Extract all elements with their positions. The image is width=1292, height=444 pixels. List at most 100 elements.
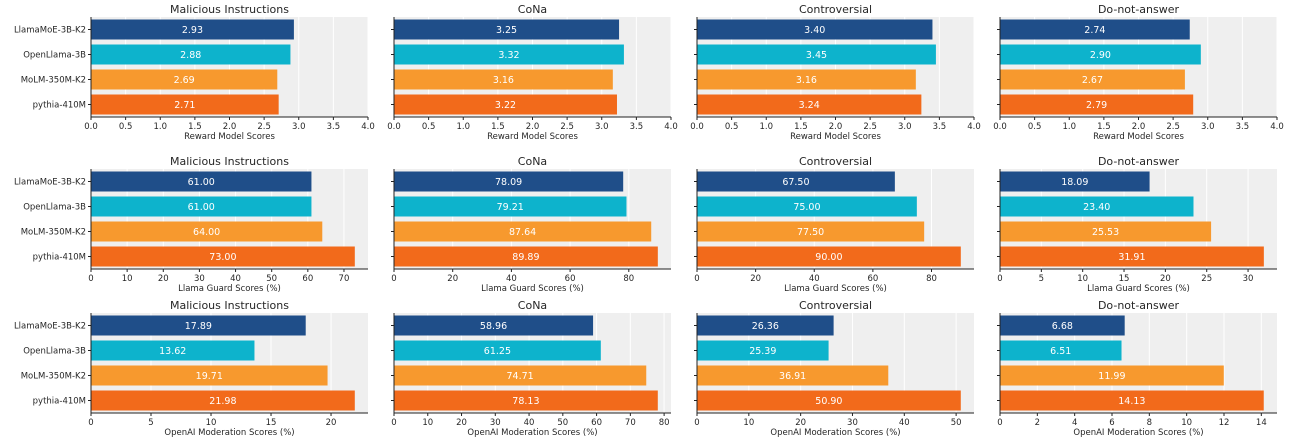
- x-axis-label: OpenAI Moderation Scores (%): [770, 428, 900, 438]
- bar: [697, 246, 961, 267]
- y-category-label: LlamaMoE-3B-K2: [14, 26, 86, 36]
- bar-value-label: 2.74: [1084, 25, 1105, 36]
- bar-value-label: 25.53: [1092, 227, 1119, 238]
- x-tick-label: 1.5: [491, 122, 505, 132]
- bar-value-label: 3.22: [495, 100, 516, 111]
- x-tick-label: 0.5: [725, 122, 739, 132]
- x-tick-label: 3.5: [630, 122, 644, 132]
- bar: [1000, 44, 1201, 65]
- x-tick-label: 40: [524, 418, 535, 428]
- bar-value-label: 79.21: [497, 202, 524, 213]
- x-tick-label: 10: [1181, 418, 1192, 428]
- bar-value-label: 2.67: [1082, 75, 1103, 86]
- bar-value-label: 2.71: [174, 100, 195, 111]
- x-tick-label: 2.5: [560, 122, 574, 132]
- x-tick-label: 2.0: [223, 122, 237, 132]
- bar: [697, 69, 916, 90]
- bar: [697, 196, 917, 217]
- bar: [394, 246, 658, 267]
- bar-value-label: 14.13: [1118, 396, 1145, 407]
- x-tick-label: 60: [591, 418, 602, 428]
- x-tick-label: 2.0: [1132, 122, 1146, 132]
- x-tick-label: 15: [1119, 274, 1130, 284]
- bar: [91, 19, 294, 40]
- x-tick-label: 2.5: [257, 122, 271, 132]
- bar: [1000, 221, 1212, 242]
- bar-value-label: 6.68: [1052, 321, 1073, 332]
- bar: [697, 365, 889, 386]
- bar: [1000, 94, 1194, 115]
- bar-value-label: 3.24: [799, 100, 820, 111]
- bar: [1000, 340, 1122, 361]
- bar-value-label: 26.36: [752, 321, 779, 332]
- bar: [697, 340, 829, 361]
- bar: [91, 340, 255, 361]
- bar: [394, 196, 627, 217]
- bar-value-label: 3.45: [806, 50, 827, 61]
- y-category-label: LlamaMoE-3B-K2: [14, 322, 86, 332]
- bar-value-label: 18.09: [1061, 177, 1088, 188]
- x-tick-label: 20: [750, 274, 761, 284]
- x-tick-label: 1.0: [456, 122, 470, 132]
- x-tick-label: 4: [1072, 418, 1077, 428]
- x-tick-label: 10: [743, 418, 754, 428]
- x-tick-label: 10: [122, 274, 133, 284]
- bar: [394, 340, 601, 361]
- x-tick-label: 60: [565, 274, 576, 284]
- x-axis-label: Reward Model Scores: [1093, 132, 1184, 142]
- x-tick-label: 3.0: [1201, 122, 1215, 132]
- x-tick-label: 40: [899, 418, 910, 428]
- bar-value-label: 61.00: [188, 177, 215, 188]
- x-tick-label: 70: [339, 274, 350, 284]
- x-tick-label: 2.0: [526, 122, 540, 132]
- chart-title: Do-not-answer: [1098, 3, 1180, 16]
- bar-value-label: 61.00: [188, 202, 215, 213]
- bar-value-label: 2.88: [180, 50, 201, 61]
- x-tick-label: 40: [506, 274, 517, 284]
- bar: [1000, 390, 1264, 411]
- x-axis-label: Llama Guard Scores (%): [784, 284, 887, 294]
- x-tick-label: 60: [302, 274, 313, 284]
- x-tick-label: 50: [951, 418, 962, 428]
- x-tick-label: 14: [1256, 418, 1267, 428]
- bar-value-label: 87.64: [509, 227, 536, 238]
- x-tick-label: 20: [158, 274, 169, 284]
- chart-title: Malicious Instructions: [170, 3, 289, 16]
- chart-title: Malicious Instructions: [170, 155, 289, 168]
- bar-value-label: 64.00: [193, 227, 220, 238]
- x-tick-label: 30: [490, 418, 501, 428]
- x-axis-label: OpenAI Moderation Scores (%): [467, 428, 597, 438]
- bar-value-label: 3.32: [498, 50, 519, 61]
- x-tick-label: 2: [1035, 418, 1040, 428]
- y-category-label: OpenLlama-3B: [23, 203, 86, 213]
- y-category-label: OpenLlama-3B: [23, 51, 86, 61]
- x-tick-label: 12: [1219, 418, 1230, 428]
- x-tick-label: 3.0: [292, 122, 306, 132]
- x-tick-label: 0: [694, 418, 699, 428]
- bar: [394, 221, 652, 242]
- bar: [91, 365, 328, 386]
- bar-value-label: 75.00: [793, 202, 820, 213]
- x-tick-label: 30: [194, 274, 205, 284]
- y-category-label: LlamaMoE-3B-K2: [14, 178, 86, 188]
- bar: [394, 19, 620, 40]
- bar: [1000, 196, 1194, 217]
- bar-value-label: 2.79: [1086, 100, 1107, 111]
- bar: [394, 69, 613, 90]
- x-tick-label: 80: [659, 418, 670, 428]
- y-category-label: MoLM-350M-K2: [21, 372, 86, 382]
- x-tick-label: 5: [148, 418, 153, 428]
- x-tick-label: 0: [88, 274, 93, 284]
- bar: [697, 315, 834, 336]
- bar: [394, 44, 624, 65]
- bar: [1000, 171, 1150, 192]
- bar-value-label: 23.40: [1083, 202, 1110, 213]
- x-axis-label: Llama Guard Scores (%): [481, 284, 584, 294]
- x-tick-label: 4.0: [361, 122, 375, 132]
- x-tick-label: 70: [625, 418, 636, 428]
- y-category-label: pythia-410M: [33, 253, 86, 263]
- bar: [1000, 365, 1224, 386]
- x-tick-label: 0.5: [422, 122, 436, 132]
- chart-title: Do-not-answer: [1098, 155, 1180, 168]
